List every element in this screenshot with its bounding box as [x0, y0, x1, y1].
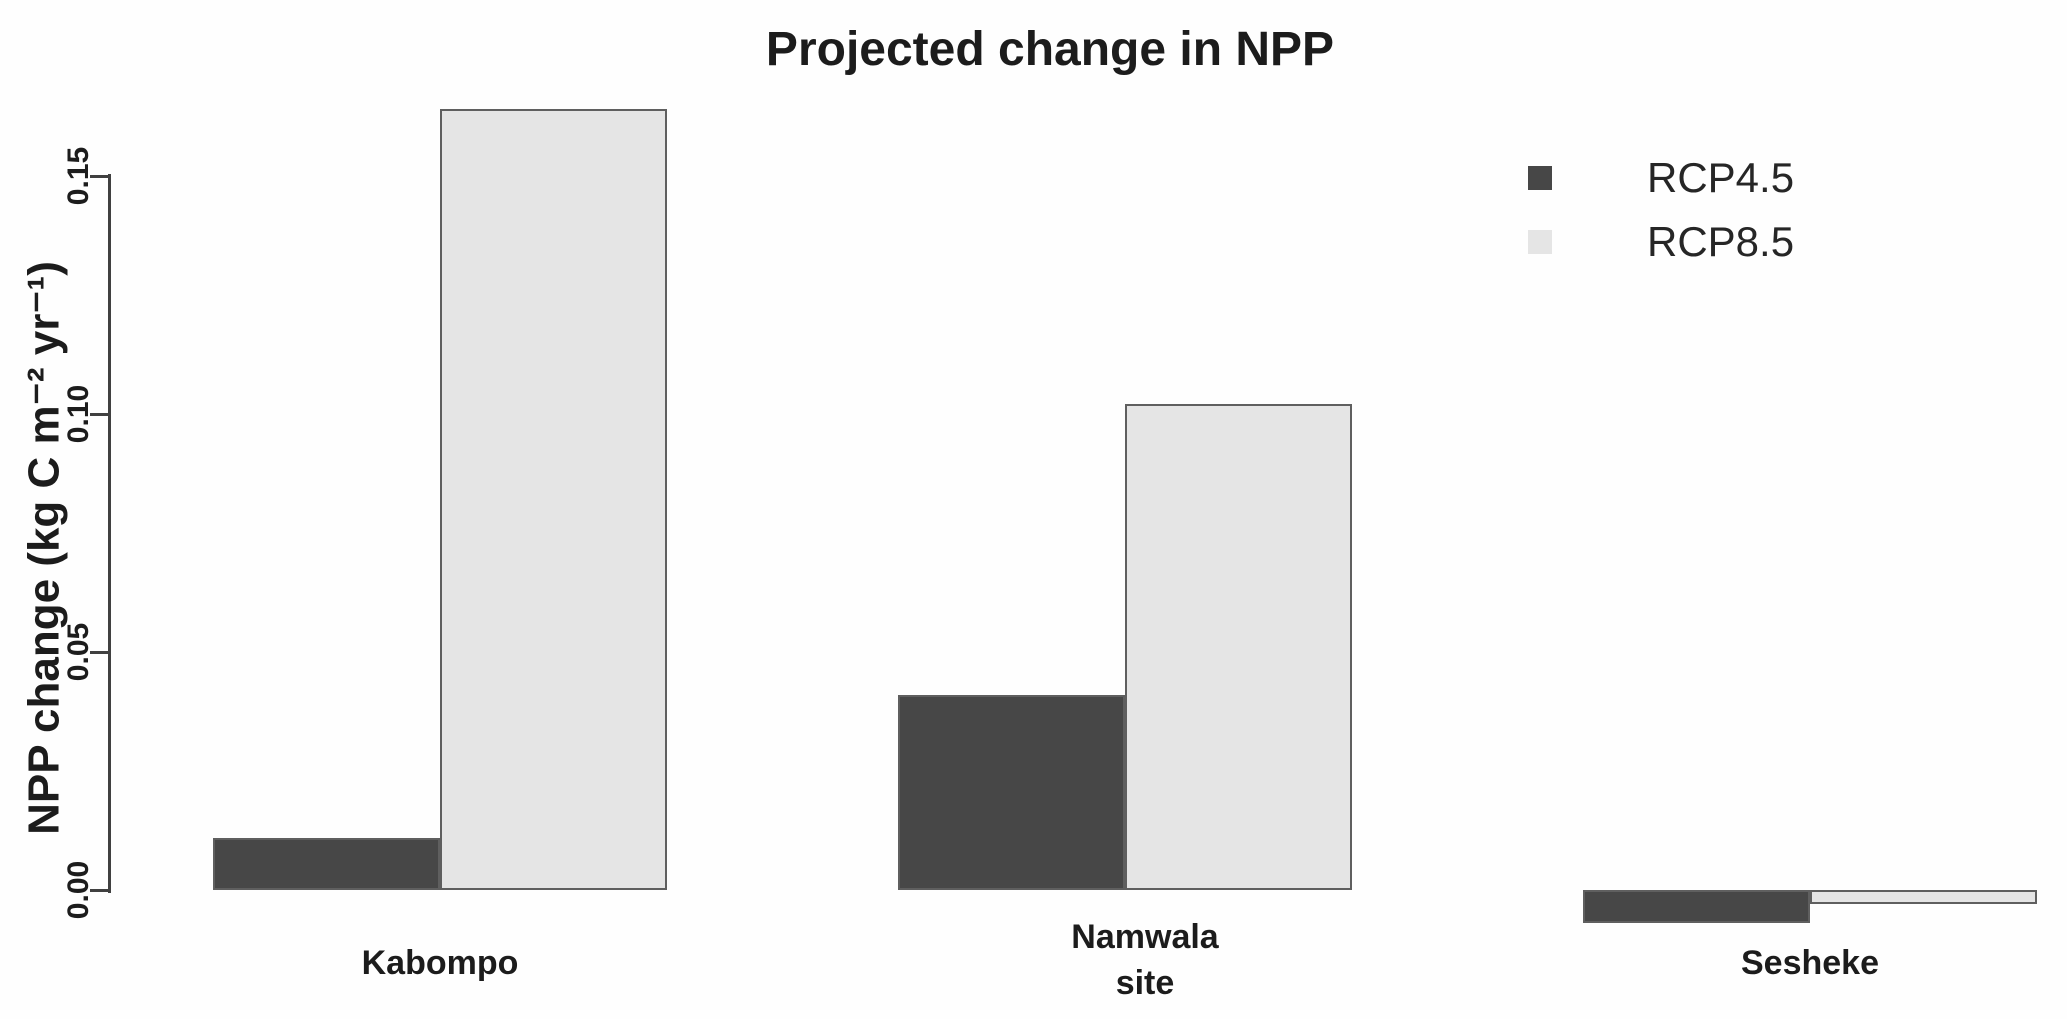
chart-title: Projected change in NPP: [765, 23, 1335, 76]
bar-kabompo-rcp4.5: [213, 837, 440, 890]
x-tick-label-sesheke: Sesheke: [1741, 944, 1879, 982]
legend-label: RCP4.5: [1647, 154, 1795, 201]
x-axis-title: site: [1115, 964, 1175, 1002]
y-tick: [90, 889, 110, 892]
y-axis-title: NPP change (kg C m⁻² yr⁻¹): [19, 261, 69, 835]
legend-item-rcp4.5: RCP4.5: [1512, 146, 1794, 210]
legend-marker-square: [1528, 166, 1552, 190]
legend-label: RCP8.5: [1647, 218, 1795, 265]
y-tick-label: 0.10: [62, 384, 95, 444]
bar-sesheke-rcp4.5: [1583, 890, 1810, 924]
y-tick-label: 0.15: [62, 146, 95, 206]
y-tick-label: 0.00: [62, 860, 95, 920]
bar-sesheke-rcp8.5: [1810, 890, 2037, 905]
y-tick: [90, 175, 110, 178]
bar-namwala-rcp4.5: [898, 694, 1125, 890]
y-tick: [90, 413, 110, 416]
legend-item-rcp8.5: RCP8.5: [1512, 210, 1794, 274]
bar-namwala-rcp8.5: [1125, 404, 1352, 890]
y-tick-label: 0.05: [62, 622, 95, 682]
x-tick-label-namwala: Namwala: [1071, 918, 1219, 956]
y-axis-line: [108, 174, 111, 893]
x-tick-label-kabompo: Kabompo: [361, 944, 519, 982]
y-tick: [90, 651, 110, 654]
legend: RCP4.5 RCP8.5: [1512, 146, 1794, 274]
bar-kabompo-rcp8.5: [440, 109, 667, 890]
legend-marker-square: [1528, 230, 1552, 254]
